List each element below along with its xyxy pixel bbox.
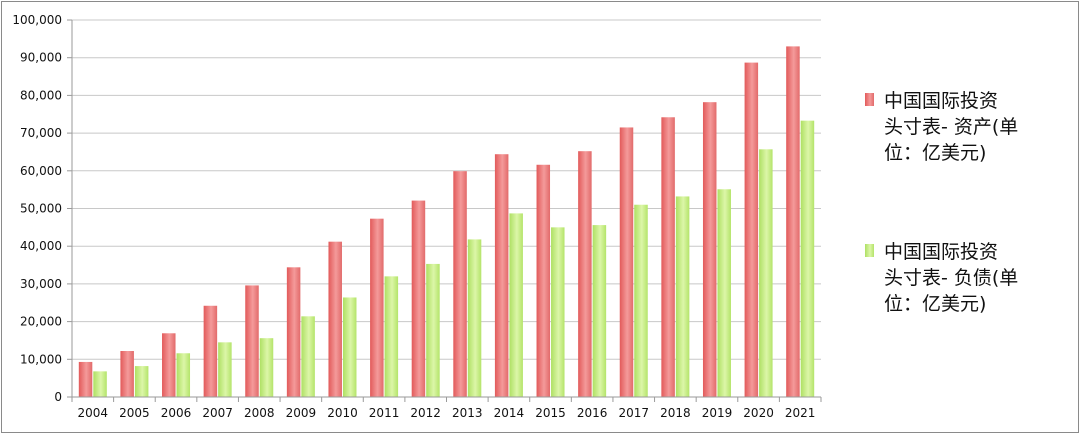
- x-axis-tick-labels: 2004 2005 2006 2007 2008 2009 2010 2011 2012 2013…: [78, 406, 816, 420]
- y-tick-label: 70,000: [20, 126, 62, 140]
- bar-liabilities: [675, 196, 690, 397]
- x-tick-label: 2013: [452, 406, 483, 420]
- axes: [67, 19, 822, 402]
- x-tick-label: 2005: [119, 406, 150, 420]
- bar-liabilities: [342, 297, 357, 397]
- bar-liabilities: [509, 213, 523, 397]
- y-tick-label: 50,000: [20, 202, 62, 216]
- x-tick-label: 2015: [535, 406, 566, 420]
- bar-assets: [203, 305, 218, 397]
- legend-label: 中国国际投资: [884, 90, 998, 112]
- bar-assets: [702, 102, 717, 397]
- bar-liabilities: [218, 342, 232, 397]
- bar-assets: [245, 285, 259, 397]
- bar-assets: [619, 127, 634, 397]
- x-tick-label: 2012: [410, 406, 441, 420]
- legend-swatch-assets: [865, 93, 874, 106]
- bar-liabilities: [800, 120, 815, 397]
- x-tick-label: 2007: [202, 406, 233, 420]
- bar-assets: [328, 241, 342, 397]
- x-tick-label: 2004: [78, 406, 109, 420]
- bar-liabilities: [551, 227, 565, 397]
- bar-assets: [494, 154, 509, 397]
- bar-assets: [536, 164, 551, 397]
- bar-liabilities: [426, 263, 440, 397]
- y-axis-tick-labels: 0 10,000 20,000 30,000 40,000 50,000 60,000 70,…: [12, 13, 62, 404]
- bar-assets: [78, 361, 93, 397]
- legend-swatch-liabilities: [865, 244, 874, 257]
- bar-liabilities: [176, 353, 191, 397]
- bar-liabilities: [717, 189, 731, 397]
- x-tick-label: 2017: [618, 406, 649, 420]
- bar-liabilities: [467, 239, 482, 397]
- y-tick-label: 90,000: [20, 51, 62, 65]
- bar-assets: [661, 117, 675, 398]
- bar-liabilities: [259, 338, 274, 397]
- gridlines: [72, 19, 821, 360]
- y-tick-label: 60,000: [20, 164, 62, 178]
- bar-assets: [120, 351, 134, 397]
- bar-assets: [370, 218, 384, 397]
- y-tick-label: 30,000: [20, 277, 62, 291]
- x-tick-label: 2016: [577, 406, 608, 420]
- x-tick-label: 2009: [286, 406, 317, 420]
- x-tick-label: 2011: [369, 406, 400, 420]
- x-tick-label: 2006: [161, 406, 192, 420]
- legend-label: 位：亿美元): [884, 142, 986, 164]
- x-tick-label: 2014: [494, 406, 525, 420]
- y-tick-label: 80,000: [20, 88, 62, 102]
- x-tick-label: 2008: [244, 406, 275, 420]
- bar-liabilities: [93, 371, 107, 397]
- x-tick-label: 2021: [785, 406, 816, 420]
- bar-liabilities: [592, 225, 607, 397]
- x-tick-label: 2010: [327, 406, 358, 420]
- legend-label: 头寸表- 负债(单: [884, 267, 1018, 289]
- bar-liabilities: [384, 276, 399, 397]
- bar-assets: [453, 171, 467, 397]
- x-tick-label: 2020: [743, 406, 774, 420]
- bar-assets: [286, 267, 301, 397]
- y-tick-label: 100,000: [12, 13, 62, 27]
- legend-label: 头寸表- 资产(单: [884, 116, 1018, 138]
- x-tick-label: 2019: [702, 406, 733, 420]
- bar-liabilities: [759, 149, 773, 397]
- bar-assets: [786, 46, 800, 397]
- y-tick-label: 40,000: [20, 239, 62, 253]
- bar-assets: [744, 62, 759, 397]
- bar-liabilities: [134, 366, 149, 397]
- y-tick-label: 0: [54, 390, 62, 404]
- bar-assets: [162, 333, 176, 397]
- bar-assets: [578, 151, 592, 397]
- x-tick-label: 2018: [660, 406, 691, 420]
- legend-label: 位：亿美元): [884, 293, 986, 315]
- y-tick-label: 10,000: [20, 352, 62, 366]
- bars: [78, 46, 815, 398]
- bar-liabilities: [634, 204, 648, 397]
- y-tick-label: 20,000: [20, 315, 62, 329]
- bar-liabilities: [301, 316, 315, 397]
- legend-label: 中国国际投资: [884, 241, 998, 263]
- bar-assets: [411, 200, 426, 397]
